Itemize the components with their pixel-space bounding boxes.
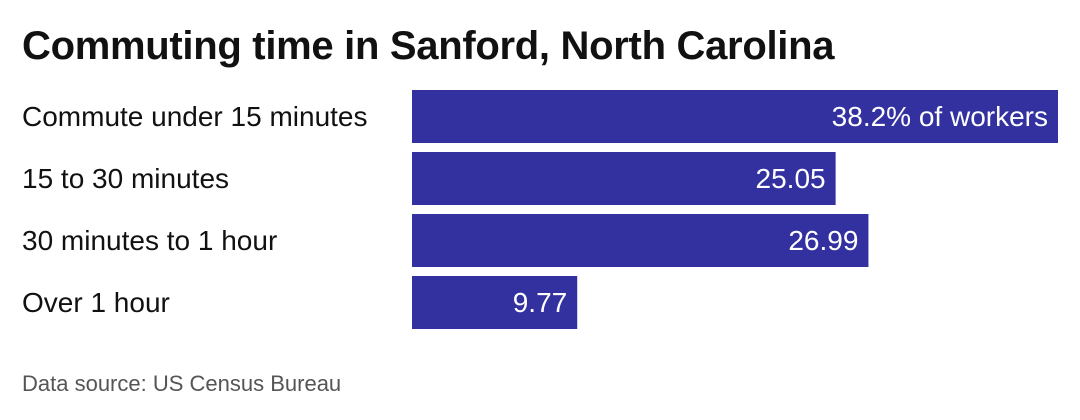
category-label: 15 to 30 minutes [22, 163, 229, 194]
value-label: 9.77 [513, 287, 568, 318]
value-label: 25.05 [756, 163, 826, 194]
bar [412, 276, 578, 329]
value-label: 38.2% of workers [832, 101, 1048, 132]
category-label: Over 1 hour [22, 287, 170, 318]
data-source-note: Data source: US Census Bureau [22, 371, 342, 396]
value-label: 26.99 [788, 225, 858, 256]
bar [412, 214, 869, 267]
bar [412, 90, 1058, 143]
category-labels: Commute under 15 minutes 15 to 30 minutes… [22, 101, 368, 318]
chart-title: Commuting time in Sanford, North Carolin… [22, 24, 835, 68]
bars [412, 90, 1058, 329]
category-label: 30 minutes to 1 hour [22, 225, 277, 256]
bar-chart: Commute under 15 minutes 15 to 30 minutes… [22, 90, 1058, 329]
bar [412, 152, 836, 205]
category-label: Commute under 15 minutes [22, 101, 368, 132]
